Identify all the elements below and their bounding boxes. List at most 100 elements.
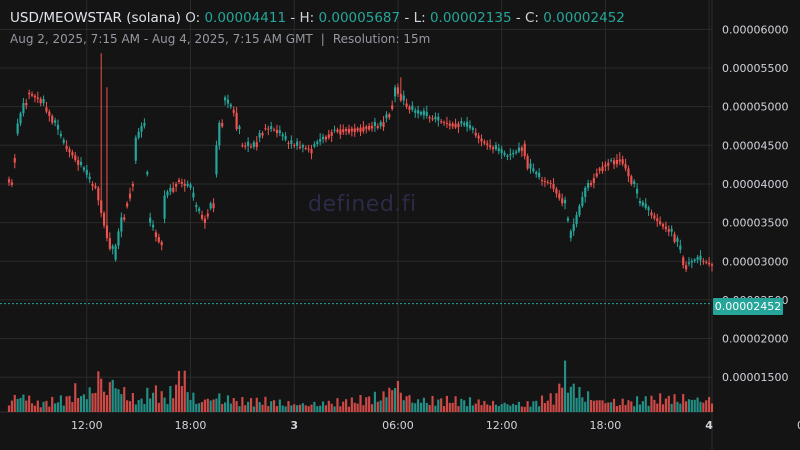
candle-body bbox=[454, 123, 457, 128]
candle-body bbox=[319, 139, 322, 142]
candle-body bbox=[494, 145, 497, 150]
volume-bar bbox=[393, 388, 397, 412]
volume-bar bbox=[644, 396, 647, 412]
candle-body bbox=[633, 181, 636, 184]
volume-bar bbox=[252, 406, 255, 412]
volume-bar bbox=[581, 397, 584, 412]
volume-bar bbox=[272, 400, 276, 412]
volume-bar bbox=[45, 400, 48, 412]
candle-body bbox=[566, 218, 570, 221]
candle-body bbox=[293, 144, 296, 146]
volume-bar bbox=[468, 397, 472, 412]
candle-body bbox=[480, 138, 483, 142]
candle-body bbox=[272, 129, 276, 131]
volume-bar bbox=[659, 393, 662, 412]
candle-body bbox=[36, 97, 39, 99]
candle-body bbox=[241, 145, 244, 147]
candle-body bbox=[88, 176, 91, 180]
volume-bar bbox=[149, 398, 152, 412]
candle-body bbox=[428, 117, 431, 119]
candle-body bbox=[198, 208, 201, 211]
candle-body bbox=[163, 195, 166, 219]
volume-bar bbox=[385, 397, 388, 412]
candle-body bbox=[425, 111, 428, 116]
candle-body bbox=[396, 87, 400, 94]
candle-body bbox=[601, 166, 604, 172]
volume-bar bbox=[451, 402, 454, 412]
candle-body bbox=[206, 213, 209, 217]
candle-body bbox=[307, 148, 310, 150]
volume-bar bbox=[661, 404, 665, 412]
volume-bar bbox=[244, 405, 247, 412]
x-tick-label: 4 bbox=[705, 419, 713, 432]
close-label: C: bbox=[525, 10, 539, 26]
volume-bar bbox=[417, 399, 420, 412]
volume-bar bbox=[699, 401, 702, 412]
candle-body bbox=[699, 255, 702, 261]
volume-bar bbox=[362, 405, 365, 412]
candle-body bbox=[200, 214, 204, 219]
volume-bar bbox=[466, 406, 469, 412]
volume-bar bbox=[471, 405, 474, 412]
candle-body bbox=[382, 122, 385, 127]
volume-bar bbox=[664, 398, 667, 412]
candle-body bbox=[264, 128, 267, 130]
volume-bar bbox=[146, 387, 149, 412]
candle-body bbox=[304, 147, 307, 149]
candle-body bbox=[59, 133, 62, 137]
volume-bar bbox=[105, 395, 109, 412]
candle-body bbox=[543, 181, 546, 183]
volume-bar bbox=[636, 396, 639, 412]
candle-body bbox=[94, 185, 97, 188]
volume-bar bbox=[411, 402, 414, 412]
candle-body bbox=[555, 188, 558, 194]
volume-bar bbox=[169, 386, 172, 412]
volume-bar bbox=[301, 403, 304, 412]
candle-body bbox=[379, 122, 382, 126]
volume-bar bbox=[512, 403, 515, 412]
volume-bar bbox=[42, 401, 45, 412]
volume-bar bbox=[483, 400, 486, 412]
candle-body bbox=[693, 259, 696, 262]
candle-body bbox=[615, 159, 619, 165]
volume-bar bbox=[143, 403, 146, 412]
candle-body bbox=[356, 128, 359, 131]
candle-body bbox=[708, 262, 711, 265]
close-value: 0.00002452 bbox=[543, 10, 625, 26]
volume-bar bbox=[10, 400, 13, 412]
volume-bar bbox=[515, 404, 518, 412]
candle-body bbox=[460, 121, 463, 124]
volume-bar bbox=[74, 383, 77, 412]
candle-body bbox=[62, 139, 65, 143]
volume-bar bbox=[212, 399, 215, 412]
candle-body bbox=[370, 125, 374, 129]
volume-bar bbox=[633, 406, 636, 412]
candle-body bbox=[22, 102, 25, 114]
candle-body bbox=[644, 203, 647, 208]
volume-bar bbox=[710, 403, 714, 412]
volume-bar bbox=[486, 404, 489, 412]
volume-bar bbox=[687, 399, 691, 412]
volume-bar bbox=[247, 401, 250, 412]
candle-body bbox=[91, 183, 94, 186]
candle-body bbox=[578, 205, 581, 216]
volume-bar bbox=[402, 400, 405, 412]
candle-body bbox=[561, 198, 564, 204]
volume-bar bbox=[330, 403, 333, 412]
candle-body bbox=[261, 132, 264, 136]
y-tick-label: 0.00003500 bbox=[722, 217, 788, 230]
candle-body bbox=[77, 160, 80, 166]
candle-body bbox=[540, 180, 544, 182]
volume-bar bbox=[517, 401, 521, 412]
candle-body bbox=[54, 120, 57, 123]
candle-body bbox=[558, 193, 561, 199]
candle-body bbox=[670, 228, 673, 232]
candle-body bbox=[339, 129, 342, 135]
candle-body bbox=[28, 92, 31, 95]
candle-body bbox=[538, 172, 541, 178]
candle-body bbox=[621, 159, 624, 164]
volume-bar bbox=[267, 406, 270, 412]
y-tick-label: 0.00006000 bbox=[722, 23, 788, 36]
volume-bar bbox=[399, 392, 402, 412]
